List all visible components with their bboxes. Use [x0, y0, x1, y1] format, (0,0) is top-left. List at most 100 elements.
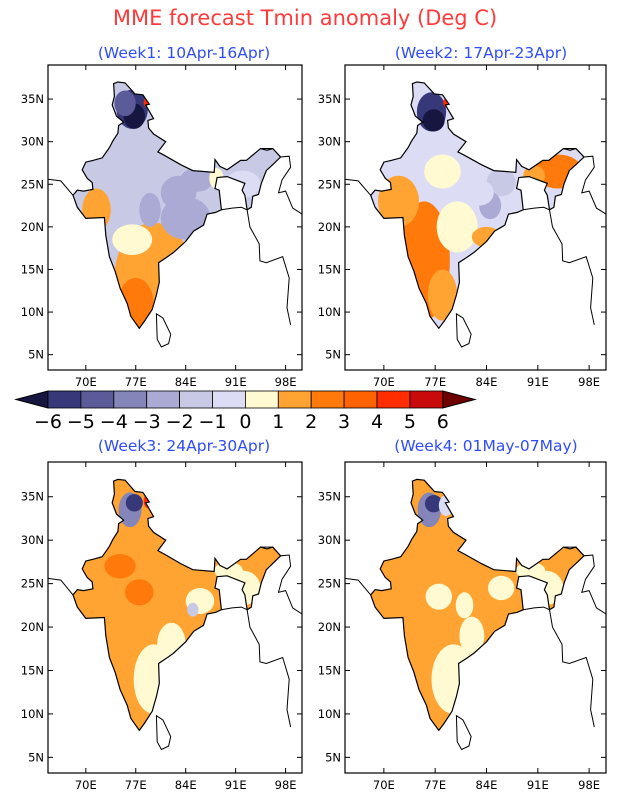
anomaly-patch [425, 583, 453, 610]
lon-tick-label: 70E [373, 375, 395, 389]
lat-tick-label: 10N [21, 707, 44, 721]
colorbar-swatch [376, 390, 411, 409]
lat-tick-label: 10N [318, 707, 341, 721]
anomaly-patch [125, 494, 143, 512]
lat-tick-label: 20N [318, 220, 341, 234]
anomaly-patch [104, 554, 136, 579]
anomaly-patch [431, 644, 476, 714]
colorbar-swatch [409, 390, 444, 409]
anomaly-patch [187, 602, 199, 617]
anomaly-patch [125, 579, 154, 606]
colorbar-swatch [113, 390, 148, 409]
lat-tick-label: 15N [21, 262, 44, 276]
colorbar-swatch [244, 390, 279, 409]
lon-tick-label: 98E [275, 375, 297, 389]
lat-tick-label: 5N [325, 750, 341, 764]
coastline [246, 609, 292, 728]
lon-tick-label: 77E [424, 375, 446, 389]
anomaly-field [73, 479, 281, 731]
anomaly-patch [455, 592, 474, 619]
anomaly-patch [179, 168, 213, 192]
lon-tick-label: 98E [578, 375, 600, 389]
anomaly-patch [143, 97, 151, 108]
anomaly-patch [157, 622, 186, 667]
lon-tick-label: 70E [373, 778, 395, 792]
lat-tick-label: 20N [21, 620, 44, 634]
india-boundary [370, 81, 585, 330]
colorbar-label: 6 [437, 411, 449, 433]
colorbar-swatch [179, 390, 213, 409]
colorbar: −6 −5 −4 −3 −2 −1 0 1 2 3 4 5 6 [14, 390, 477, 433]
coastline [523, 606, 550, 611]
lat-tick-label: 30N [21, 135, 44, 149]
sri-lanka-boundary [155, 312, 172, 348]
coastline [47, 577, 74, 596]
lat-tick-label: 25N [318, 177, 341, 191]
panel-4-subtitle: (Week4: 01May-07May) [394, 437, 577, 455]
sri-lanka-boundary [455, 312, 472, 348]
colorbar-swatch [80, 390, 115, 409]
coastline [221, 206, 248, 211]
lat-tick-label: 10N [21, 305, 44, 319]
colorbar-label: 2 [305, 411, 317, 433]
lon-tick-label: 98E [578, 778, 600, 792]
anomaly-patch [224, 170, 261, 198]
anomaly-patch [377, 175, 420, 227]
lat-tick-label: 20N [21, 220, 44, 234]
lat-tick-label: 35N [318, 92, 341, 106]
lat-tick-label: 10N [318, 305, 341, 319]
colorbar-swatch [277, 390, 312, 409]
coastline [523, 206, 550, 211]
lon-tick-label: 84E [175, 778, 197, 792]
coastline [344, 577, 372, 596]
anomaly-patch [117, 277, 154, 329]
anomaly-patch [459, 616, 485, 655]
anomaly-field [73, 82, 281, 329]
colorbar-label: 0 [239, 411, 251, 433]
lon-tick-label: 77E [424, 778, 446, 792]
anomaly-patch [112, 224, 153, 255]
map-panel-4: 70E 77E 84E 91E 98E 5N 10N 15N 20N 25N 30N 35N [318, 461, 607, 792]
lon-tick-label: 77E [125, 778, 147, 792]
colorbar-label: −1 [198, 411, 226, 433]
lon-tick-label: 98E [275, 778, 297, 792]
colorbar-label: −4 [100, 411, 128, 433]
panel-3-subtitle: (Week3: 24Apr-30Apr) [98, 437, 270, 455]
colorbar-label: −6 [34, 411, 62, 433]
lat-tick-label: 35N [21, 490, 44, 504]
figure-title: MME forecast Tmin anomaly (Deg C) [113, 6, 497, 30]
coastline [260, 546, 303, 615]
lon-tick-label: 91E [225, 778, 247, 792]
anomaly-patch [82, 188, 111, 232]
lat-tick-label: 15N [21, 663, 44, 677]
lon-tick-label: 77E [125, 375, 147, 389]
colorbar-swatch [310, 390, 345, 409]
coastline [563, 148, 607, 215]
lon-tick-label: 84E [476, 375, 498, 389]
panel-1-subtitle: (Week1: 10Apr-16Apr) [98, 44, 270, 62]
anomaly-patch [436, 201, 478, 253]
anomaly-field [370, 479, 584, 731]
anomaly-patch [424, 495, 443, 513]
lat-tick-label: 5N [28, 750, 44, 764]
coastline [344, 178, 372, 196]
anomaly-patch [464, 180, 494, 206]
map-frame [47, 461, 303, 774]
anomaly-patch [427, 269, 458, 321]
colorbar-label: −2 [166, 411, 194, 433]
map-frame [344, 461, 607, 774]
lon-tick-label: 91E [527, 375, 549, 389]
colorbar-arrow-high [442, 390, 477, 409]
lat-tick-label: 20N [318, 620, 341, 634]
colorbar-swatch [212, 390, 246, 409]
lat-tick-label: 25N [21, 577, 44, 591]
lon-tick-label: 84E [476, 778, 498, 792]
coastline [260, 148, 303, 215]
colorbar-label: −3 [133, 411, 161, 433]
lon-tick-label: 91E [527, 778, 549, 792]
coastline [246, 209, 292, 325]
colorbar-swatch [47, 390, 82, 409]
map-frame [344, 64, 607, 371]
colorbar-label: −5 [67, 411, 95, 433]
